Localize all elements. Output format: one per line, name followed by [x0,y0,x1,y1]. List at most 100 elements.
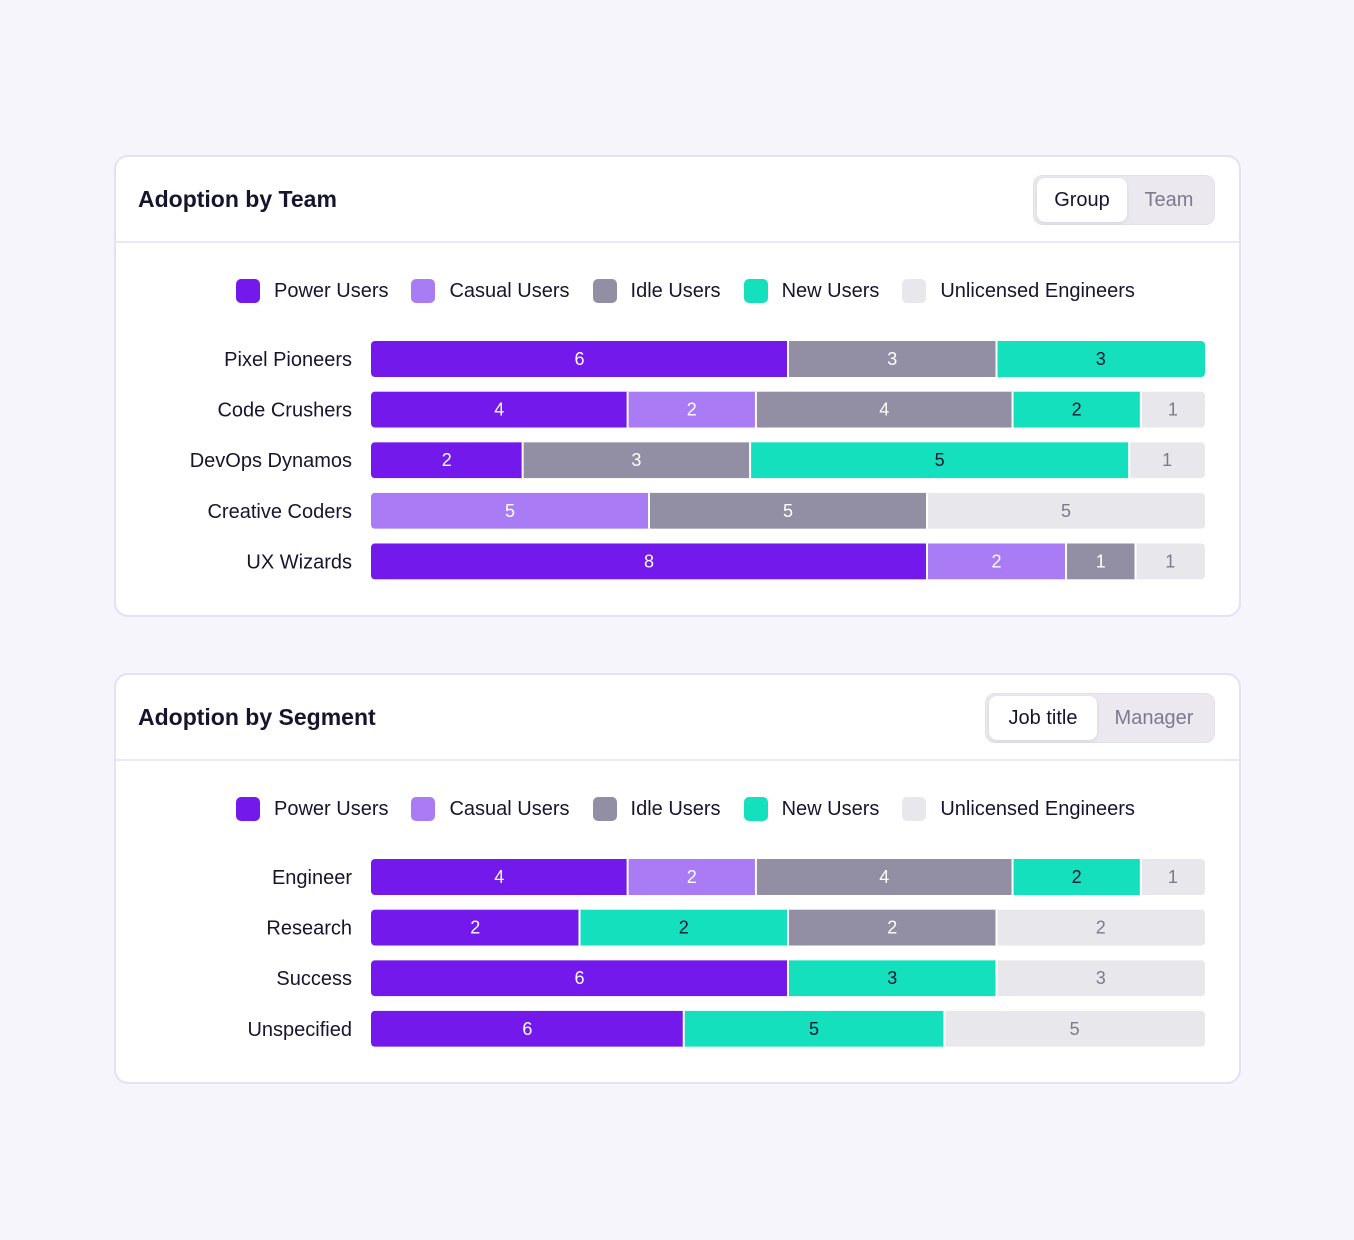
bar-segment-new[interactable] [1012,391,1141,428]
segment-divider [943,1010,946,1047]
stacked-bar [371,391,1205,428]
segment-divider [626,859,629,895]
data-label: 2 [687,867,697,887]
toggle-option-job-title[interactable]: Job title [989,696,1097,740]
category-label: Success [276,968,352,990]
bar-segment-unlicensed[interactable] [1140,391,1205,428]
bar-segment-unlicensed[interactable] [996,909,1206,946]
adoption-by-segment-card: Adoption by Segment Job title Manager Po… [114,673,1241,1084]
bar-segment-new[interactable] [788,960,997,997]
data-label: 2 [887,918,897,938]
legend-item-idle: Idle Users [592,279,721,303]
segment-divider [749,442,752,479]
toggle-option-team[interactable]: Team [1144,188,1194,211]
data-label: 4 [494,400,504,420]
bar-segment-casual[interactable] [371,492,649,529]
data-label: 4 [494,867,504,887]
stacked-bar [371,341,1205,377]
bar-segment-power[interactable] [371,341,788,377]
legend-swatch [902,279,927,303]
group-team-toggle[interactable]: Group Team [1033,175,1215,225]
segment-divider [995,341,998,377]
bar-segment-unlicensed[interactable] [1140,859,1205,895]
bar-segment-new[interactable] [996,341,1206,377]
category-label: Pixel Pioneers [224,349,352,371]
bar-segment-unlicensed[interactable] [1129,442,1205,479]
bar-segment-new[interactable] [750,442,1130,479]
bar-segment-power[interactable] [371,543,927,580]
segment-divider [1139,859,1142,895]
bar-segment-idle[interactable] [649,492,927,529]
bar-segment-idle[interactable] [788,341,997,377]
data-label: 1 [1168,867,1178,887]
stacked-bar [371,543,1206,580]
legend-item-power: Power Users [236,279,388,303]
bar-segment-new[interactable] [683,1010,945,1047]
segment-divider [754,859,757,895]
bar-segment-idle[interactable] [788,909,997,946]
data-label: 4 [879,867,889,887]
data-label: 5 [1061,501,1071,521]
segment-divider [1139,391,1142,428]
segment-divider [787,341,789,377]
bar-segment-unlicensed[interactable] [996,960,1206,997]
segment-divider [1011,859,1014,895]
data-label: 3 [1096,968,1106,988]
legend-label: Casual Users [449,797,570,820]
bar-segment-power[interactable] [371,1010,684,1047]
category-label: Engineer [272,867,352,889]
bar-segment-new[interactable] [579,909,789,946]
bar-segment-unlicensed[interactable] [1135,543,1206,580]
bar-segment-power[interactable] [371,391,628,428]
legend-item-new: New Users [743,797,879,821]
bar-segment-idle[interactable] [755,859,1013,895]
toggle-option-manager[interactable]: Manager [1114,706,1194,729]
data-label: 4 [879,400,889,420]
segment-divider [1011,391,1014,428]
legend-item-unlicensed: Unlicensed Engineers [902,797,1135,821]
data-label: 2 [687,400,697,420]
legend-label: Power Users [274,797,389,820]
data-label: 3 [887,349,897,369]
data-label: 2 [1072,867,1082,887]
bar-segment-power[interactable] [371,859,628,895]
legend-swatch [411,279,436,303]
category-label: Research [266,918,352,940]
category-label: UX Wizards [246,551,352,573]
data-label: 2 [470,918,480,938]
data-label: 5 [809,1019,819,1039]
bar-segment-power[interactable] [371,960,788,997]
bar-segment-unlicensed[interactable] [944,1010,1205,1047]
bar-segment-casual[interactable] [927,543,1066,580]
segment-divider [1134,543,1137,580]
bar-segment-idle[interactable] [755,391,1013,428]
legend-label: Idle Users [630,797,721,820]
card-title: Adoption by Team [138,186,337,212]
legend-label: Power Users [274,279,389,302]
bar-segment-casual[interactable] [627,391,756,428]
legend-item-new: New Users [743,279,879,303]
stacked-bar [371,859,1205,895]
legend-item-casual: Casual Users [411,797,570,821]
bar-segment-casual[interactable] [627,859,756,895]
data-label: 3 [631,450,641,470]
legend-label: Idle Users [630,279,721,302]
segment-divider [926,543,928,580]
adoption-by-team-card: Adoption by Team Group Team Power Users … [114,155,1241,617]
bar-segment-idle[interactable] [1066,543,1136,580]
category-label: Code Crushers [217,400,352,422]
toggle-option-group[interactable]: Group [1037,178,1127,222]
bar-segment-power[interactable] [371,909,580,946]
legend-swatch [236,279,260,303]
bar-segment-power[interactable] [371,442,523,479]
segment-divider [682,1010,685,1047]
job-title-manager-toggle[interactable]: Job title Manager [985,693,1215,743]
data-label: 6 [574,349,584,369]
bar-segment-unlicensed[interactable] [927,492,1205,529]
legend-swatch [902,797,927,821]
stacked-bar [371,960,1206,997]
data-label: 5 [935,450,945,470]
bar-segment-idle[interactable] [522,442,751,479]
data-label: 6 [522,1019,532,1039]
bar-segment-new[interactable] [1012,859,1141,895]
